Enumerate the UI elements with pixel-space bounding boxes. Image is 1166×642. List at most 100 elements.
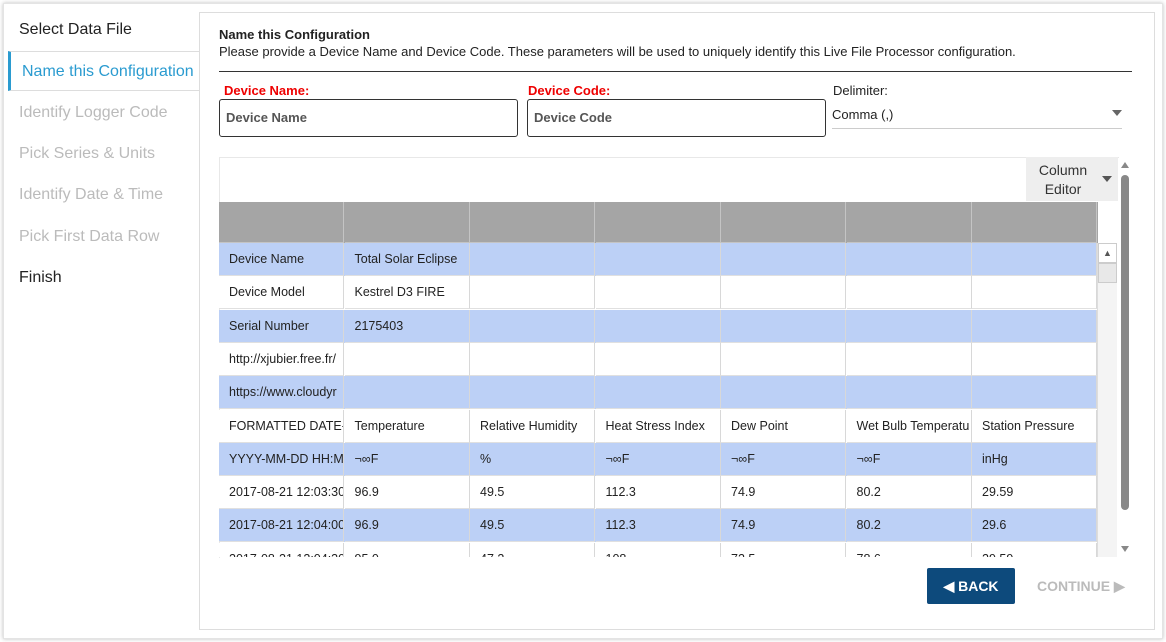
empty-cell bbox=[972, 276, 1097, 310]
empty-cell bbox=[972, 243, 1097, 276]
wizard-step[interactable]: Select Data File bbox=[19, 21, 132, 38]
table-cell: ¬∞F bbox=[344, 442, 470, 476]
table-row: 2017-08-21 12:04:3095.047.210872.578.629… bbox=[219, 542, 1098, 557]
table-cell: inHg bbox=[972, 442, 1097, 476]
header-row bbox=[219, 202, 1098, 243]
table-cell: 49.5 bbox=[470, 509, 595, 543]
select-value: Comma (,) bbox=[832, 107, 894, 122]
table-cell: 29.59 bbox=[972, 542, 1097, 557]
table-cell: 112.3 bbox=[595, 509, 721, 543]
table-cell: Device Name bbox=[219, 243, 344, 276]
data-table: Device Name Total Solar Eclipse Device Mod… bbox=[219, 202, 1098, 557]
table-cell: 80.2 bbox=[846, 476, 972, 510]
table-cell: 95.0 bbox=[345, 542, 470, 557]
delimiter-select[interactable]: Comma (,) bbox=[832, 100, 1122, 129]
header-cell bbox=[595, 202, 721, 243]
table-cell: Kestrel D3 FIRE bbox=[344, 276, 470, 310]
empty-cell bbox=[470, 276, 595, 310]
header-cell bbox=[219, 202, 344, 243]
table-cell: Temperature bbox=[344, 409, 470, 443]
field-label: Device Code: bbox=[528, 83, 611, 98]
continue-button[interactable]: CONTINUE ▶ bbox=[1037, 578, 1125, 594]
field-label: Device Name: bbox=[224, 83, 310, 98]
table-cell: 96.9 bbox=[344, 476, 470, 510]
back-button[interactable]: ◀ BACK bbox=[927, 568, 1015, 604]
table-cell: % bbox=[470, 442, 595, 476]
header-cell bbox=[972, 202, 1097, 243]
table-cell: 78.6 bbox=[847, 542, 972, 557]
table-cell: 29.6 bbox=[972, 509, 1097, 543]
empty-cell bbox=[344, 376, 470, 410]
empty-cell bbox=[846, 342, 972, 376]
table-row: 2017-08-21 12:04:00 96.9 49.5 112.3 74.9 80.2… bbox=[219, 509, 1098, 543]
empty-cell bbox=[595, 309, 721, 343]
empty-cell bbox=[595, 376, 721, 410]
table-cell: 74.9 bbox=[721, 476, 846, 510]
table-cell: FORMATTED DATE-T bbox=[219, 409, 344, 443]
table-cell: ¬∞F bbox=[846, 442, 972, 476]
table-cell: Total Solar Eclipse bbox=[344, 243, 470, 276]
scroll-thumb[interactable] bbox=[1098, 263, 1117, 283]
table-cell: Device Model bbox=[219, 276, 344, 310]
table-cell: Wet Bulb Temperatu bbox=[846, 409, 972, 443]
scrollbar-graphic bbox=[1121, 162, 1129, 552]
empty-cell bbox=[470, 342, 595, 376]
section-title: Name this Configuration bbox=[219, 27, 370, 42]
header-cell bbox=[470, 202, 595, 243]
button-label: BACK bbox=[958, 578, 999, 594]
table-cell: 72.5 bbox=[721, 542, 846, 557]
wizard-step: Pick Series & Units bbox=[19, 144, 156, 162]
empty-cell bbox=[721, 276, 846, 310]
header-cell bbox=[344, 202, 470, 243]
device-name-input[interactable]: Device Name bbox=[219, 99, 518, 137]
table-row: Serial Number 2175403 bbox=[219, 309, 1098, 343]
table-row: Device Name Total Solar Eclipse bbox=[219, 243, 1098, 276]
empty-cell bbox=[972, 342, 1097, 376]
empty-cell bbox=[470, 309, 595, 343]
wizard-step: Identify Logger Code bbox=[19, 103, 168, 121]
table-cell: Relative Humidity bbox=[470, 409, 595, 443]
table-row: 2017-08-21 12:03:30 96.9 49.5 112.3 74.9 80.2… bbox=[219, 476, 1098, 510]
button-label: Column Editor bbox=[1038, 162, 1088, 197]
table-cell: 96.9 bbox=[344, 509, 470, 543]
divider bbox=[219, 71, 1132, 72]
button-label: CONTINUE bbox=[1037, 578, 1111, 594]
empty-cell bbox=[846, 309, 972, 343]
table-cell: 80.2 bbox=[846, 509, 972, 543]
table-cell: 2175403 bbox=[344, 309, 470, 343]
empty-cell bbox=[721, 243, 846, 276]
table-cell: YYYY-MM-DD HH:MI bbox=[219, 442, 344, 476]
header-cell bbox=[846, 202, 972, 243]
table-cell: Serial Number bbox=[219, 309, 344, 343]
table-cell: 108 bbox=[596, 542, 721, 557]
device-code-input[interactable]: Device Code bbox=[527, 99, 826, 137]
table-cell: 74.9 bbox=[721, 509, 846, 543]
table-cell: ¬∞F bbox=[595, 442, 721, 476]
table-cell: 2017-08-21 12:03:30 bbox=[219, 476, 344, 510]
wizard-step[interactable]: Name this Configuration bbox=[8, 51, 199, 92]
column-editor-button[interactable]: Column Editor bbox=[1026, 157, 1118, 201]
table-cell: 49.5 bbox=[470, 476, 595, 510]
table-cell: Heat Stress Index bbox=[595, 409, 721, 443]
empty-cell bbox=[595, 276, 721, 310]
outer-scrollbar[interactable] bbox=[1120, 160, 1130, 555]
table-row: YYYY-MM-DD HH:MI ¬∞F% ¬∞F ¬∞F ¬∞F inHg bbox=[219, 442, 1098, 476]
empty-cell bbox=[846, 376, 972, 410]
empty-cell bbox=[721, 376, 846, 410]
field-label: Delimiter: bbox=[833, 83, 888, 98]
empty-cell bbox=[470, 376, 595, 410]
inner-scrollbar[interactable]: ▲ bbox=[1097, 243, 1117, 557]
empty-cell bbox=[721, 309, 846, 343]
empty-cell bbox=[846, 243, 972, 276]
scroll-up[interactable]: ▲ bbox=[1098, 243, 1117, 263]
table-cell: 29.59 bbox=[972, 476, 1097, 510]
wizard-step[interactable]: Finish bbox=[19, 268, 62, 286]
empty-cell bbox=[972, 376, 1097, 410]
table-cell: 112.3 bbox=[595, 476, 721, 510]
table-cell: 47.2 bbox=[470, 542, 595, 557]
table-cell: 2017-08-21 12:04:00 bbox=[219, 509, 344, 543]
empty-cell bbox=[595, 342, 721, 376]
table-row: https://www.cloudyr bbox=[219, 376, 1098, 410]
table-cell: http://xjubier.free.fr/ bbox=[219, 342, 344, 376]
